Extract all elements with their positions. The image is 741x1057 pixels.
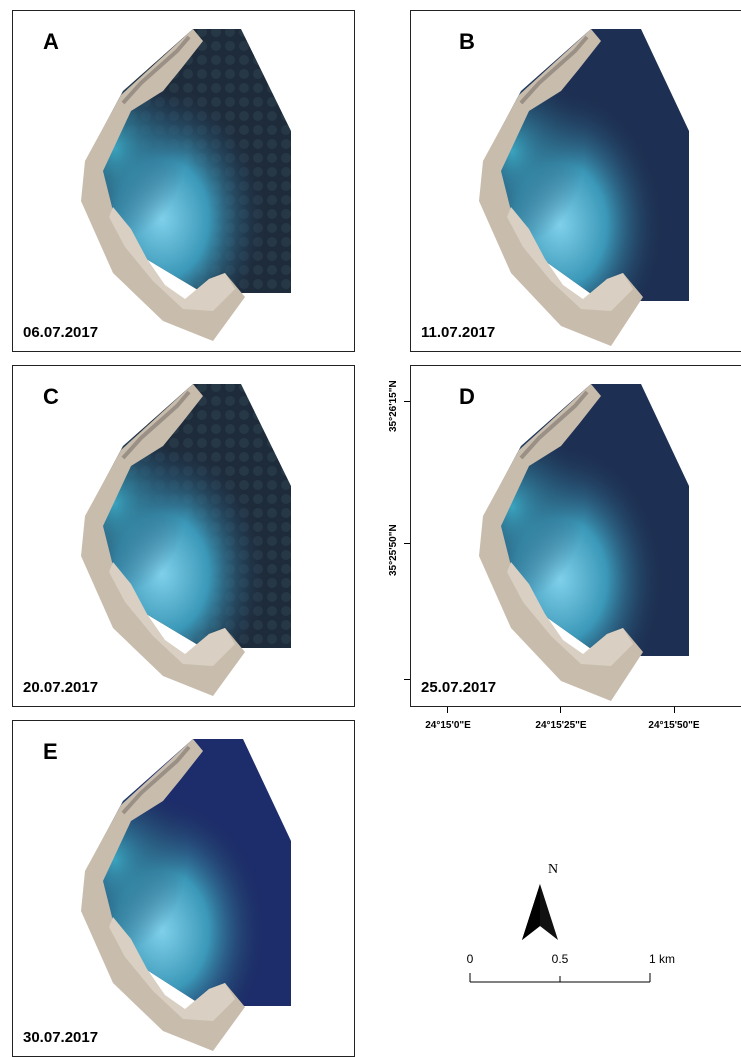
scale-label-half: 0.5 [551, 952, 569, 966]
panel-date-c: 20.07.2017 [23, 679, 99, 696]
latitude-label-2: 35°25'50"N [388, 524, 399, 576]
satellite-image-e [79, 737, 293, 1053]
north-label: N [548, 862, 559, 877]
panel-letter-d: D [459, 384, 475, 409]
longitude-label-2: 24°15'25"E [535, 720, 587, 731]
map-panel-a: A 06.07.2017 [12, 10, 355, 352]
panel-letter-e: E [43, 739, 58, 764]
panel-letter-b: B [459, 29, 475, 54]
scale-label-1km: 1 km [648, 952, 676, 966]
lat-tick-2 [404, 543, 410, 544]
panel-date-a: 06.07.2017 [23, 324, 99, 341]
panel-date-d: 25.07.2017 [421, 679, 497, 696]
satellite-image-a [79, 27, 293, 343]
lon-tick-2 [560, 707, 561, 713]
panel-letter-a: A [43, 29, 59, 54]
scale-label-0: 0 [466, 952, 474, 966]
lat-tick-3 [404, 679, 410, 680]
map-panel-e: E 30.07.2017 [12, 720, 355, 1057]
north-arrow-icon [522, 884, 558, 940]
longitude-label-1: 24°15'0"E [425, 720, 471, 731]
map-panel-d: D 25.07.2017 [410, 365, 741, 707]
latitude-label-1: 35°26'15"N [388, 380, 399, 432]
map-panel-c: C 20.07.2017 [12, 365, 355, 707]
panel-letter-c: C [43, 384, 59, 409]
lon-tick-1 [447, 707, 448, 713]
lon-tick-3 [674, 707, 675, 713]
satellite-image-b [477, 27, 691, 348]
panel-date-e: 30.07.2017 [23, 1029, 99, 1046]
panel-date-b: 11.07.2017 [421, 324, 496, 341]
map-panel-b: B 11.07.2017 [410, 10, 741, 352]
lat-tick-1 [404, 401, 410, 402]
satellite-image-c [79, 382, 293, 698]
scale-bar [469, 973, 651, 983]
longitude-label-3: 24°15'50"E [648, 720, 700, 731]
satellite-image-d [477, 382, 691, 703]
